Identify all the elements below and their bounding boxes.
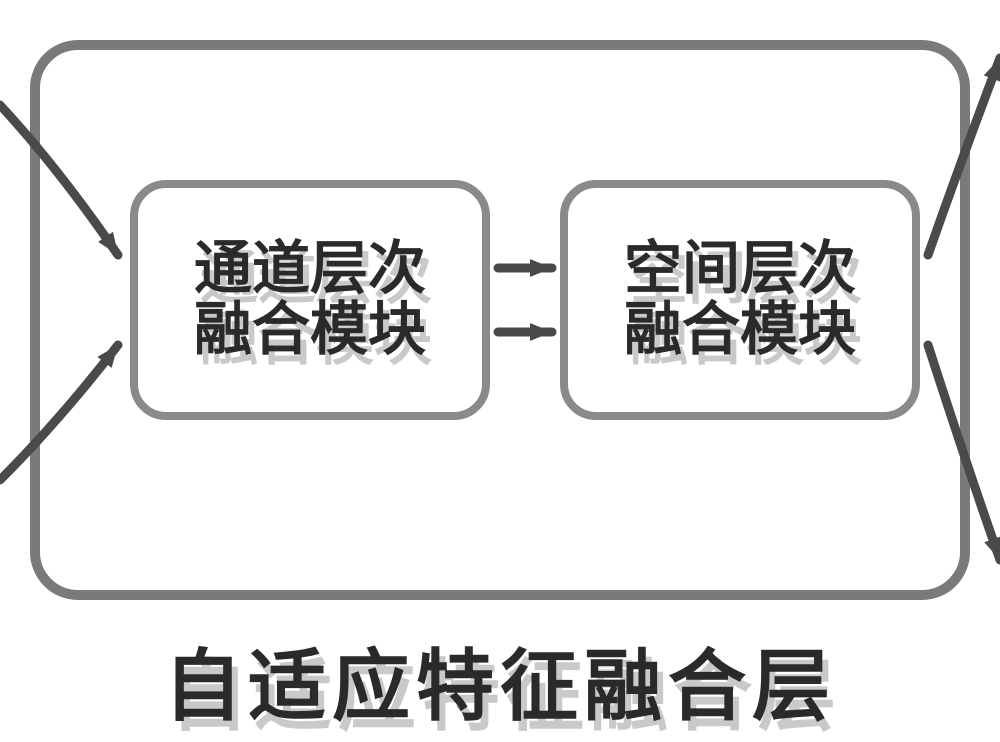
adaptive-fusion-diagram: 通道层次 融合模块 通道层次 融合模块 空间层次 融合模块 空间层次 融合模块 … bbox=[0, 0, 1000, 742]
channel-fusion-line1: 通道层次 bbox=[194, 239, 426, 300]
spatial-fusion-line1: 空间层次 bbox=[624, 239, 856, 300]
channel-fusion-line2: 融合模块 bbox=[194, 300, 426, 361]
spatial-fusion-line2: 融合模块 bbox=[624, 300, 856, 361]
diagram-caption: 自适应特征融合层 bbox=[164, 624, 836, 736]
